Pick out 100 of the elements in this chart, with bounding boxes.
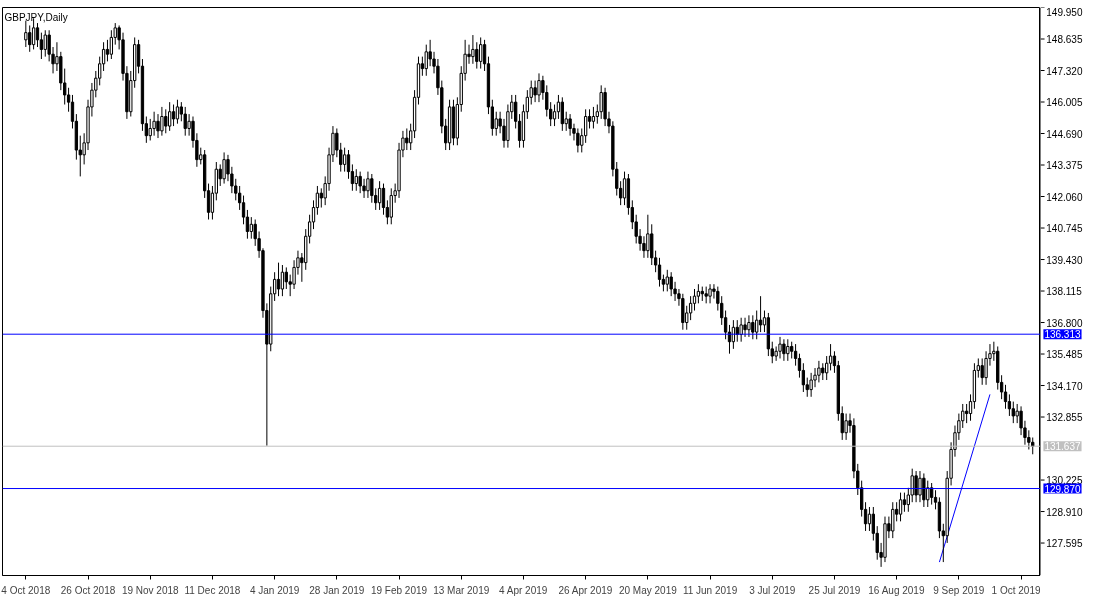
y-tick-label: 143.375 [1046,160,1083,172]
y-tick-label: 128.910 [1046,506,1083,518]
candlestick [844,413,848,441]
candlestick [622,171,627,206]
candlestick [817,360,821,383]
candlestick [280,264,285,297]
candlestick [688,295,693,321]
y-tick-label: 135.485 [1046,349,1083,361]
candlestick [222,151,226,185]
candlestick [751,314,755,340]
candlestick [552,104,557,127]
x-tick-label: 4 Jan 2019 [249,584,300,596]
candlestick [471,34,475,65]
x-tick-label: 4 Apr 2019 [498,584,548,596]
candlestick [537,72,541,103]
x-tick-label: 4 Oct 2018 [1,584,51,596]
x-tick-label: 26 Apr 2019 [558,584,613,596]
candlestick [828,343,833,371]
candlestick [599,84,603,120]
y-tick-label: 132.855 [1046,412,1083,424]
candlestick [366,171,370,199]
candlestick [164,108,168,134]
candlestick [377,180,382,211]
y-tick-label: 147.320 [1046,65,1083,77]
candlestick [284,266,288,290]
candlestick [902,492,907,513]
y-tick-label: 149.950 [1046,6,1083,18]
candlestick [346,149,351,180]
candlestick [739,317,743,343]
y-tick-label: 134.170 [1046,380,1083,392]
candlestick [152,111,156,137]
ref-line-label: 129.870 [1044,483,1081,495]
x-tick-label: 1 Oct 2019 [991,584,1041,596]
candlestick [35,22,40,48]
candlestick [801,362,806,393]
x-tick-label: 25 Jul 2019 [808,584,861,596]
candlestick [249,216,253,240]
candlestick [171,104,176,127]
candlestick [964,403,969,424]
x-tick-label: 20 May 2019 [618,584,678,596]
candlestick [168,101,172,132]
candlestick [657,257,662,288]
candlestick [926,480,930,508]
x-tick-label: 19 Nov 2018 [121,584,180,596]
candlestick [646,214,650,259]
candlestick [809,372,813,398]
x-tick-label: 13 Mar 2019 [433,584,490,596]
candlestick [276,262,281,297]
x-tick-label: 16 Aug 2019 [868,584,925,596]
y-tick-label: 144.690 [1046,128,1083,140]
candlestick [583,108,588,144]
candlestick [28,24,32,53]
candlestick [381,183,386,216]
candlestick [43,29,47,58]
candlestick [389,187,393,225]
candlestick [156,113,160,139]
ref-line-label: 136.313 [1044,329,1081,341]
candlestick [319,187,323,209]
x-tick-label: 11 Jun 2019 [682,584,738,596]
candlestick [424,44,428,77]
candlestick [591,106,596,129]
candlestick [778,336,782,359]
candlestick [187,113,191,137]
candlestick [914,470,918,503]
x-tick-label: 26 Oct 2018 [60,584,116,596]
y-tick-label: 139.430 [1046,254,1083,266]
y-tick-label: 127.595 [1046,538,1083,550]
candlestick [898,492,903,522]
ref-line-label: 131.637 [1044,441,1081,453]
candlestick [105,39,110,62]
x-tick-label: 19 Feb 2019 [370,584,428,596]
candlestick [175,99,180,125]
y-tick-label: 140.745 [1046,223,1083,235]
candlestick [708,283,712,304]
candlestick [665,269,669,292]
y-tick-label: 142.060 [1046,191,1083,203]
y-tick-label: 138.115 [1046,286,1083,298]
candlestick [782,338,786,362]
candlestick [758,295,763,333]
candlestick [109,29,114,60]
candlestick [479,36,483,70]
x-tick-label: 11 Dec 2018 [184,584,241,596]
x-tick-label: 9 Sep 2019 [933,584,985,596]
candlestick [1007,393,1012,417]
candlestick [669,271,673,297]
candlestick [747,314,751,338]
candlestick [1003,384,1008,410]
candlestick [556,94,561,120]
candlestick [735,319,739,343]
candlestick [342,147,347,173]
candlestick [918,470,922,503]
candlestick [183,106,187,137]
y-tick-label: 148.635 [1046,34,1083,45]
candlestick [681,293,685,331]
candlestick [354,168,358,192]
candlestick [405,127,409,151]
candlestick [576,127,580,153]
candlestick [692,288,697,312]
candlestick [743,317,747,338]
candlestick [980,357,984,386]
